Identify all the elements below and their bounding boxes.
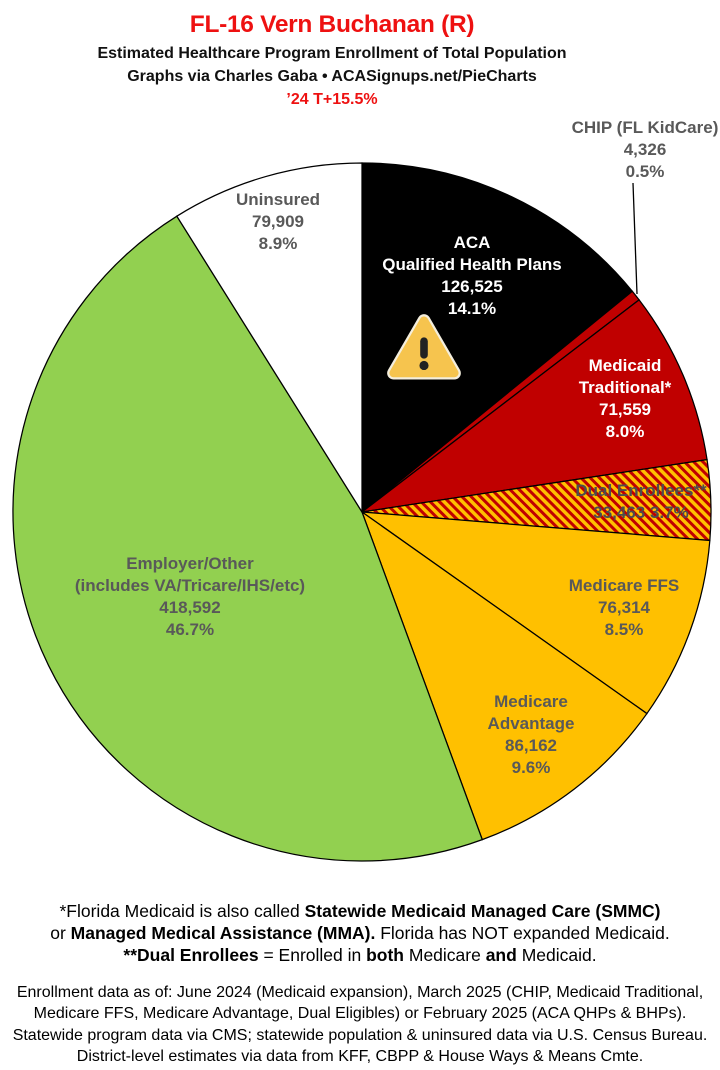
pie-slice-medicaid xyxy=(361,298,708,513)
pie-slice-employer xyxy=(12,215,484,862)
page-title: FL-16 Vern Buchanan (R) xyxy=(189,11,475,38)
footnote-bold-text: both xyxy=(366,945,404,965)
source-notes: Enrollment data as of: June 2024 (Medica… xyxy=(0,982,720,1067)
header: FL-16 Vern Buchanan (R) Estimated Health… xyxy=(0,8,664,111)
footnote-line: *Florida Medicaid is also called Statewi… xyxy=(0,900,720,922)
source-note-line: District-level estimates via data from K… xyxy=(76,1047,644,1065)
footnote-text: Medicaid. xyxy=(516,945,597,965)
footnote-line: or Managed Medical Assistance (MMA). Flo… xyxy=(0,922,720,944)
warning-icon xyxy=(387,314,461,380)
pie-slice-aca xyxy=(361,162,634,514)
source-note-line: Enrollment data as of: June 2024 (Medica… xyxy=(16,984,704,1001)
subtitle: Estimated Healthcare Program Enrollment … xyxy=(97,45,567,62)
footnotes: *Florida Medicaid is also called Statewi… xyxy=(0,900,720,966)
trend-line: ’24 T+15.5% xyxy=(286,91,378,108)
pie-slice-advantage xyxy=(360,510,648,841)
footnote-bold-text: Statewide Medicaid Managed Care (SMMC) xyxy=(304,901,661,921)
footnote-bold-text: and xyxy=(485,945,517,965)
footnote-text: Florida has NOT expanded Medicaid. xyxy=(375,923,670,943)
footnote-bold-text: Managed Medical Assistance (MMA). xyxy=(70,923,376,943)
footnote-text: = Enrolled in xyxy=(258,945,367,965)
footnote-text: *Florida Medicaid is also called xyxy=(59,901,305,921)
footnote-bold-text: **Dual Enrollees xyxy=(123,945,259,965)
pie-slices xyxy=(12,162,712,862)
source-line: Graphs via Charles Gaba • ACASignups.net… xyxy=(127,68,537,85)
source-note-line: Statewide program data via CMS; statewid… xyxy=(12,1026,708,1044)
source-note-line: Medicare FFS, Medicare Advantage, Dual E… xyxy=(33,1005,687,1023)
pie-slice-ffs xyxy=(359,511,711,715)
footnote-line: **Dual Enrollees = Enrolled in both Medi… xyxy=(0,944,720,966)
footnote-text: or xyxy=(50,923,71,943)
pie-slice-uninsured xyxy=(175,162,363,515)
chip-leader-line xyxy=(632,182,638,295)
footnote-text: Medicare xyxy=(404,945,486,965)
